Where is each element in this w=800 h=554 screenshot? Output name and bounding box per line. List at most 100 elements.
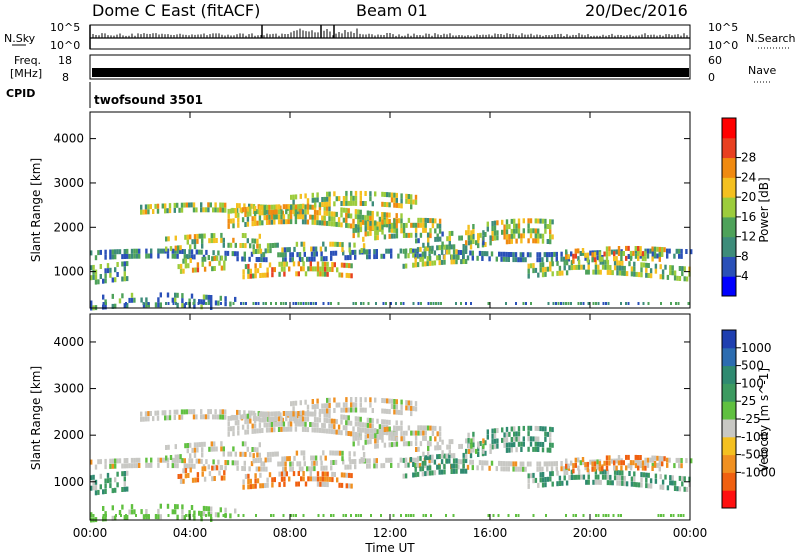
power-cell [283,271,286,277]
power-cell [625,245,628,251]
velocity-cell [440,459,444,465]
power-cell [587,264,590,270]
power-cell [219,202,222,208]
power-cell [191,267,195,273]
velocity-cell [214,512,218,518]
velocity-cell [395,409,398,415]
power-cell [342,207,346,213]
power-cell [383,192,386,197]
power-cell [565,260,569,266]
power-cell [574,248,577,254]
velocity-cell [675,457,678,463]
velocity-cell [500,466,503,472]
power-cell [439,236,442,242]
velocity-cell [114,458,117,464]
velocity-cell [314,404,317,410]
power-cell [352,228,355,234]
power-cell [236,256,239,262]
power-cell [311,192,314,198]
velocity-cell [641,465,645,471]
velocity-cell [183,463,186,469]
power-cell [374,235,377,241]
power-cell [388,218,391,224]
power-cell [250,203,253,209]
power-cell [587,269,590,275]
velocity-cell [319,481,322,487]
velocity-cell [296,461,299,467]
power-cell [114,267,117,273]
velocity-cell [501,437,504,443]
power-cell [109,272,112,278]
velocity-cell [591,461,594,467]
velocity-cell [436,454,439,460]
power-cell [388,223,391,229]
velocity-cell [188,458,191,464]
velocity-cell [147,462,150,468]
power-cell [273,209,276,215]
velocity-cell [126,463,129,469]
power-cell [341,242,344,248]
velocity-cell [111,505,114,511]
power-cell [529,252,532,258]
velocity-cell [290,401,293,407]
power-cell [263,210,266,216]
velocity-cell [205,459,208,465]
velocity-cell [347,431,350,436]
power-cell [283,261,286,267]
velocity-cell [354,416,358,422]
velocity-cell [209,409,212,415]
power-cell [311,214,314,220]
power-cell [313,256,316,262]
power-cell [685,276,689,282]
power-cell [324,261,327,267]
power-cell [357,214,360,220]
power-cell [603,251,606,257]
velocity-cell [254,458,258,464]
power-cell [633,266,636,272]
velocity-cell [484,440,487,446]
velocity-cell [304,399,307,405]
velocity-cell [395,399,398,405]
power-cell [366,225,370,231]
power-cell [287,204,290,210]
velocity-cell [374,438,377,444]
velocity-cell [546,447,549,453]
power-cell [508,234,511,240]
velocity-cell [380,463,383,469]
power-cell [142,209,145,215]
power-cell [285,261,288,267]
velocity-cell [508,431,511,437]
power-cell [367,302,370,305]
power-cell [428,260,432,266]
velocity-cell [517,426,521,432]
power-cell [283,266,286,272]
colorbar-tick-label: 16 [741,210,756,224]
power-cell [224,250,227,256]
velocity-cell [195,458,198,464]
velocity-cell [256,428,259,434]
velocity-cell [246,429,250,435]
velocity-cell [249,452,252,458]
colorbar-segment [722,472,736,491]
power-cell [252,244,255,250]
velocity-cell [581,457,585,462]
velocity-cell [253,428,257,434]
power-cell [426,256,429,262]
velocity-cell [179,454,182,460]
power-cell [527,228,530,234]
power-cell [196,267,200,273]
power-cell [278,271,281,277]
velocity-cell [539,472,542,478]
velocity-cell [297,471,300,476]
power-cell [201,233,204,239]
velocity-cell [553,461,556,467]
velocity-cell [97,489,100,495]
velocity-cell [601,474,605,480]
power-cell [314,202,317,208]
power-cell [560,302,562,305]
power-cell [126,276,129,282]
velocity-cell [436,464,439,470]
velocity-cell [208,471,212,477]
power-cell [240,302,242,305]
velocity-cell [606,474,610,480]
